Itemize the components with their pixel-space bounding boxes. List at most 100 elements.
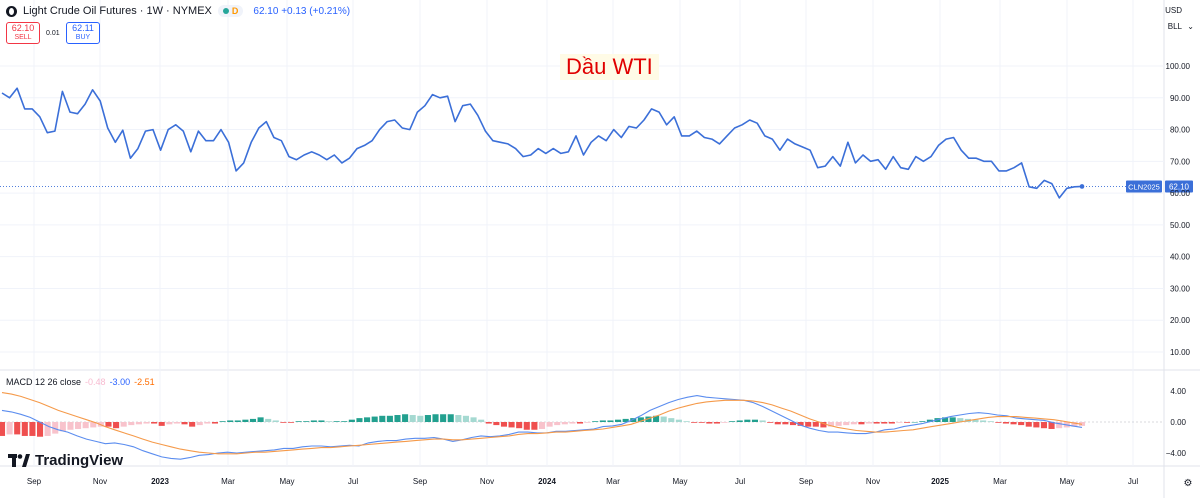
macd-histogram-bar — [14, 422, 21, 435]
macd-tick-label: −4.00 — [1166, 449, 1187, 458]
symbol-title[interactable]: Light Crude Oil Futures · 1W · NYMEX — [23, 5, 212, 17]
macd-histogram-bar — [881, 422, 888, 424]
price-tick-label: 10.00 — [1170, 348, 1191, 357]
macd-histogram-bar — [257, 417, 264, 422]
macd-legend[interactable]: MACD 12 26 close -0.48 -3.00 -2.51 — [6, 377, 155, 387]
macd-histogram-bar — [500, 422, 508, 427]
macd-histogram-bar — [485, 422, 492, 424]
macd-histogram-bar — [1002, 422, 1009, 424]
macd-histogram-bar — [295, 421, 302, 422]
price-tick-label: 30.00 — [1170, 284, 1191, 293]
price-tick-label: 100.00 — [1166, 62, 1191, 71]
macd-histogram-bar — [759, 420, 766, 422]
macd-legend-hist-value: -0.48 — [85, 377, 106, 387]
macd-histogram-bar — [151, 422, 158, 424]
macd-histogram-bar — [637, 417, 644, 422]
time-tick-label: May — [1059, 477, 1074, 486]
unit-chevron-down-icon[interactable]: ⌄ — [1187, 22, 1194, 31]
macd-histogram-bar — [59, 422, 66, 432]
price-series-line — [1, 87, 1083, 199]
macd-histogram-bar — [995, 422, 1002, 423]
macd-histogram-bar — [303, 421, 310, 422]
buy-button[interactable]: 62.11 BUY — [66, 22, 100, 44]
sell-button[interactable]: 62.10 SELL — [6, 22, 40, 44]
macd-histogram-bar — [128, 422, 135, 426]
macd-histogram-bar — [1033, 422, 1040, 428]
macd-histogram-bar — [523, 422, 530, 430]
macd-histogram-bar — [980, 420, 987, 422]
price-tick-label: 80.00 — [1170, 126, 1191, 135]
macd-histogram-bar — [1040, 422, 1048, 429]
macd-histogram-bar — [424, 415, 431, 422]
price-readout: 62.10 +0.13 (+0.21%) — [253, 5, 351, 17]
macd-histogram-bar — [120, 422, 127, 427]
macd-histogram-bar — [554, 422, 561, 426]
settings-gear-icon[interactable]: ⚙ — [1183, 478, 1193, 489]
symbol-tag-box — [1126, 180, 1162, 193]
time-tick-label: Nov — [93, 477, 107, 486]
macd-histogram-bar — [675, 419, 682, 422]
macd-histogram-bar — [599, 420, 606, 422]
macd-histogram-bar — [531, 422, 538, 430]
market-status-badge[interactable]: D — [217, 5, 244, 17]
macd-legend-signal-value: -2.51 — [134, 377, 155, 387]
macd-histogram-bar — [896, 422, 903, 423]
macd-histogram-bar — [516, 422, 523, 429]
macd-histogram-bar — [409, 415, 416, 422]
macd-histogram-bar — [508, 422, 515, 428]
time-tick-label: May — [672, 477, 687, 486]
macd-histogram-bar — [744, 419, 751, 422]
macd-histogram-bar — [75, 422, 82, 429]
macd-legend-macd-value: -3.00 — [109, 377, 131, 387]
macd-histogram-bar — [333, 421, 340, 422]
time-tick-label: Sep — [27, 477, 42, 486]
macd-histogram-bar — [538, 422, 546, 429]
macd-signal-line — [1, 392, 1083, 455]
macd-histogram-bar — [926, 419, 933, 422]
macd-histogram-bar — [873, 422, 880, 424]
macd-legend-label: MACD 12 26 close — [6, 377, 82, 387]
macd-histogram-bar — [888, 422, 895, 424]
macd-histogram-bar — [166, 422, 173, 425]
macd-histogram-bar — [660, 416, 667, 422]
sell-price: 62.10 — [11, 23, 35, 33]
macd-histogram-bar — [706, 422, 713, 424]
macd-histogram-bar — [683, 421, 690, 422]
macd-histogram-bar — [797, 422, 804, 426]
tradingview-logo[interactable]: TradingView — [8, 452, 123, 469]
time-tick-label: Mar — [221, 477, 235, 486]
macd-tick-label: 4.00 — [1170, 387, 1186, 396]
last-price-tag-box — [1165, 180, 1193, 193]
macd-histogram-bar — [751, 419, 758, 422]
spread-value: 0.01 — [46, 30, 60, 37]
macd-histogram-bar — [668, 418, 675, 422]
macd-histogram-bar — [1056, 422, 1063, 429]
macd-histogram-bar — [21, 422, 28, 436]
macd-histogram-bar — [135, 422, 142, 425]
macd-histogram-bar — [858, 422, 865, 425]
macd-histogram-bar — [767, 422, 774, 423]
macd-histogram-bar — [850, 422, 857, 425]
data-delay-letter: D — [231, 6, 239, 16]
macd-histogram-bar — [143, 422, 150, 424]
time-tick-label: 2024 — [538, 477, 556, 486]
price-tick-label: 60.00 — [1170, 189, 1191, 198]
symbol-logo-icon — [6, 5, 17, 17]
macd-histogram-bar — [173, 422, 180, 424]
macd-histogram-bar — [386, 415, 393, 422]
chart-annotation-text[interactable]: Dầu WTI — [560, 54, 659, 80]
macd-histogram-bar — [455, 415, 462, 422]
macd-histogram-bar — [478, 419, 485, 422]
price-tick-label: 20.00 — [1170, 316, 1191, 325]
macd-tick-label: 0.00 — [1170, 418, 1186, 427]
macd-histogram-bar — [1048, 422, 1055, 429]
macd-histogram-bar — [972, 419, 979, 422]
macd-histogram-bar — [105, 422, 112, 427]
unit-selector[interactable]: BLL — [1167, 22, 1182, 31]
last-price-tag-label: 62.10 — [1169, 182, 1190, 191]
macd-histogram-bar — [942, 417, 949, 422]
macd-histogram-bar — [827, 422, 835, 427]
macd-histogram-bar — [249, 418, 257, 422]
currency-selector[interactable]: USD — [1165, 6, 1182, 15]
macd-histogram-bar — [341, 421, 348, 422]
